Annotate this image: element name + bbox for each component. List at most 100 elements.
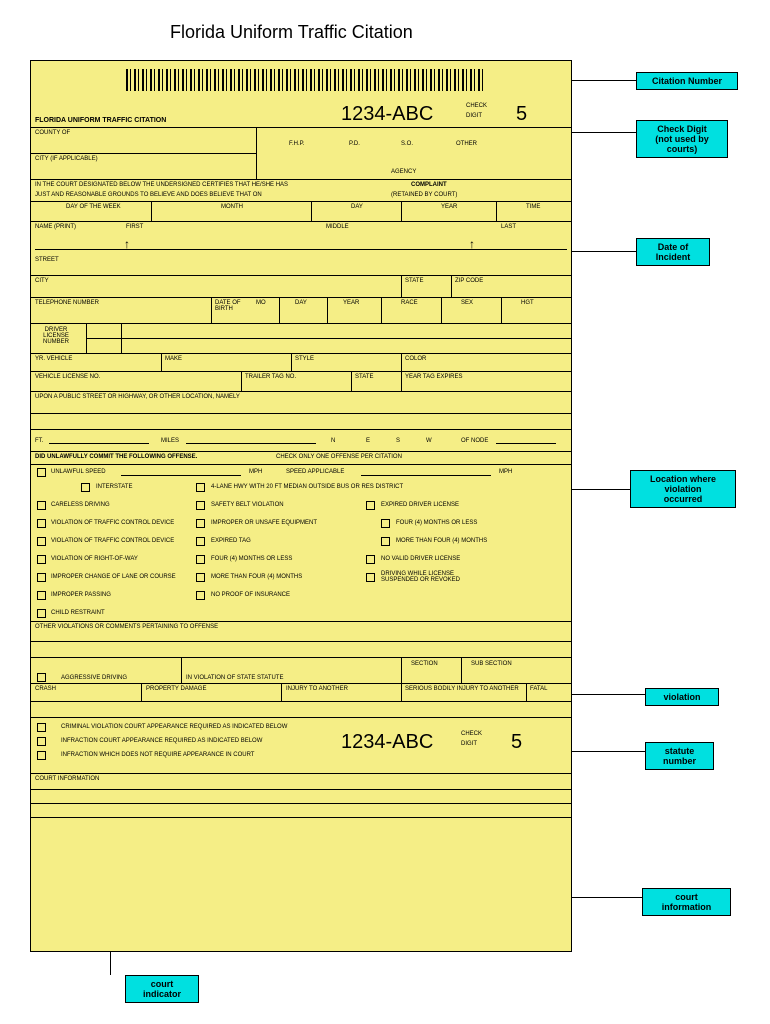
col2-4: MORE THAN FOUR (4) MONTHS xyxy=(211,574,302,580)
fhp: F.H.P. xyxy=(289,141,305,147)
state2: STATE xyxy=(355,374,373,380)
other-violations: OTHER VIOLATIONS OR COMMENTS PERTAINING … xyxy=(35,624,218,630)
col1-1: VIOLATION OF TRAFFIC CONTROL DEVICE xyxy=(51,520,174,526)
applicable: SPEED APPLICABLE xyxy=(286,469,344,475)
city-if: CITY (IF APPLICABLE) xyxy=(35,156,98,162)
time: TIME xyxy=(526,204,540,210)
col3-2: MORE THAN FOUR (4) MONTHS xyxy=(396,538,487,544)
year-label: YEAR xyxy=(343,300,359,306)
check-digit: 5 xyxy=(516,103,527,126)
dl-number: DRIVER LICENSE NUMBER xyxy=(43,327,69,345)
fourlane: 4-LANE HWY WITH 20 FT MEDIAN OUTSIDE BUS… xyxy=(211,484,403,490)
inj: INJURY TO ANOTHER xyxy=(286,686,348,692)
b-r2: INFRACTION COURT APPEARANCE REQUIRED AS … xyxy=(61,738,262,744)
last: LAST xyxy=(501,224,516,230)
col2-1: IMPROPER OR UNSAFE EQUIPMENT xyxy=(211,520,317,526)
viol-of: IN VIOLATION OF STATE STATUTE xyxy=(186,675,283,681)
crash: CRASH xyxy=(35,686,56,692)
citation-form: FLORIDA UNIFORM TRAFFIC CITATION 1234-AB… xyxy=(30,60,572,952)
yr-vehicle: YR. VEHICLE xyxy=(35,356,72,362)
col1-2: VIOLATION OF TRAFFIC CONTROL DEVICE xyxy=(51,538,174,544)
pd: P.D. xyxy=(349,141,360,147)
checkone: CHECK ONLY ONE OFFENSE PER CITATION xyxy=(276,454,402,460)
callout-date-incident: Date of Incident xyxy=(636,238,710,266)
agg: AGGRESSIVE DRIVING xyxy=(61,675,127,681)
mo: MO xyxy=(256,300,266,306)
citation-number: 1234-ABC xyxy=(341,103,433,126)
zip: ZIP CODE xyxy=(455,278,483,284)
county-of: COUNTY OF xyxy=(35,130,70,136)
barcode xyxy=(126,69,486,91)
court-info: COURT INFORMATION xyxy=(35,776,99,782)
mph2: MPH xyxy=(499,469,512,475)
digit2: DIGIT xyxy=(461,741,477,747)
cert-line1: IN THE COURT DESIGNATED BELOW THE UNDERS… xyxy=(35,182,288,188)
so: S.O. xyxy=(401,141,413,147)
trailer: TRAILER TAG NO. xyxy=(245,374,296,380)
mph1: MPH xyxy=(249,469,262,475)
dob: DATE OF BIRTH xyxy=(215,300,241,312)
digit-label: DIGIT xyxy=(466,113,482,119)
col3-4: DRIVING WHILE LICENSE SUSPENDED OR REVOK… xyxy=(381,571,460,583)
ofnode: OF NODE xyxy=(461,438,488,444)
col2-2: EXPIRED TAG xyxy=(211,538,251,544)
tel: TELEPHONE NUMBER xyxy=(35,300,99,306)
page-title: Florida Uniform Traffic Citation xyxy=(170,22,413,43)
col3-3: NO VALID DRIVER LICENSE xyxy=(381,556,460,562)
vehicle-lic: VEHICLE LICENSE NO. xyxy=(35,374,100,380)
b-r3: INFRACTION WHICH DOES NOT REQUIRE APPEAR… xyxy=(61,752,254,758)
month: MONTH xyxy=(221,204,243,210)
n: N xyxy=(331,438,335,444)
day: DAY xyxy=(351,204,363,210)
col1-4: IMPROPER CHANGE OF LANE OR COURSE xyxy=(51,574,176,580)
callout-court-info: court information xyxy=(642,888,731,916)
offense-header: DID UNLAWFULLY COMMIT THE FOLLOWING OFFE… xyxy=(35,454,197,460)
race: RACE xyxy=(401,300,418,306)
col3-0: EXPIRED DRIVER LICENSE xyxy=(381,502,459,508)
w: W xyxy=(426,438,432,444)
col1-0: CARELESS DRIVING xyxy=(51,502,110,508)
middle: MIDDLE xyxy=(326,224,349,230)
callout-location: Location where violation occurred xyxy=(630,470,736,508)
interstate: INTERSTATE xyxy=(96,484,132,490)
name-print: NAME (PRINT) xyxy=(35,224,76,230)
city: CITY xyxy=(35,278,49,284)
b-r1: CRIMINAL VIOLATION COURT APPEARANCE REQU… xyxy=(61,724,287,730)
col2-0: SAFETY BELT VIOLATION xyxy=(211,502,284,508)
check-label: CHECK xyxy=(466,103,487,109)
sub: SUB SECTION xyxy=(471,661,512,667)
complaint: COMPLAINT xyxy=(411,182,447,188)
col2-5: NO PROOF OF INSURANCE xyxy=(211,592,290,598)
unlawful-speed: UNLAWFUL SPEED xyxy=(51,469,106,475)
other: OTHER xyxy=(456,141,477,147)
section: SECTION xyxy=(411,661,438,667)
hgt: HGT xyxy=(521,300,534,306)
check2: CHECK xyxy=(461,731,482,737)
prop: PROPERTY DAMAGE xyxy=(146,686,206,692)
street: STREET xyxy=(35,257,59,263)
callout-violation: violation xyxy=(645,688,719,706)
miles: MILES xyxy=(161,438,179,444)
year: YEAR xyxy=(441,204,457,210)
cert-line2: JUST AND REASONABLE GROUNDS TO BELIEVE A… xyxy=(35,192,262,198)
make: MAKE xyxy=(165,356,182,362)
callout-citation-number: Citation Number xyxy=(636,72,738,90)
state: STATE xyxy=(405,278,423,284)
retained: (RETAINED BY COURT) xyxy=(391,192,457,198)
callout-court-indicator: court indicator xyxy=(125,975,199,1003)
s: S xyxy=(396,438,400,444)
sex: SEX xyxy=(461,300,473,306)
e: E xyxy=(366,438,370,444)
check-digit-2: 5 xyxy=(511,731,522,754)
col2-3: FOUR (4) MONTHS OR LESS xyxy=(211,556,292,562)
callout-check-digit: Check Digit (not used by courts) xyxy=(636,120,728,158)
callout-statute: statute number xyxy=(645,742,714,770)
fatal: FATAL xyxy=(530,686,547,692)
col1-5: IMPROPER PASSING xyxy=(51,592,111,598)
agency: AGENCY xyxy=(391,169,416,175)
serious: SERIOUS BODILY INJURY TO ANOTHER xyxy=(405,686,519,692)
exp: YEAR TAG EXPIRES xyxy=(405,374,462,380)
upon: UPON A PUBLIC STREET OR HIGHWAY, OR OTHE… xyxy=(35,394,240,400)
dow: DAY OF THE WEEK xyxy=(66,204,121,210)
citation-number-2: 1234-ABC xyxy=(341,731,433,754)
